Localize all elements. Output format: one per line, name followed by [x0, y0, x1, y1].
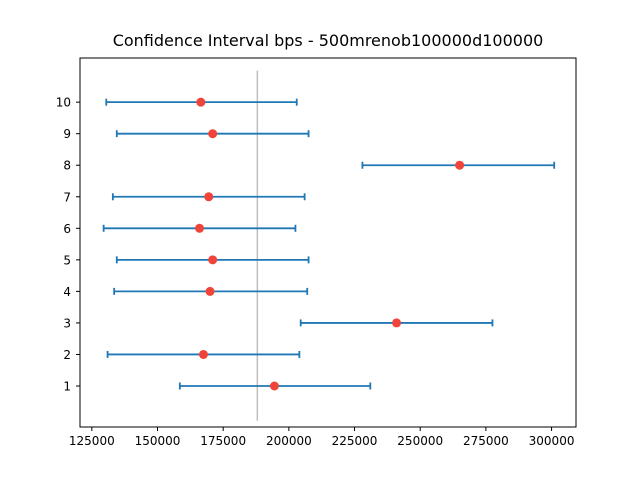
point-marker-9 — [208, 129, 218, 139]
point-marker-8 — [455, 160, 465, 170]
x-tick-label-275000: 275000 — [463, 434, 509, 448]
x-tick-label-125000: 125000 — [69, 434, 115, 448]
y-tick-label-4: 4 — [63, 285, 71, 299]
y-tick-label-9: 9 — [63, 127, 71, 141]
y-tick-label-1: 1 — [63, 380, 71, 394]
y-tick-label-5: 5 — [63, 253, 71, 267]
plot-frame — [79, 57, 577, 428]
y-tick-label-6: 6 — [63, 222, 71, 236]
point-marker-3 — [392, 318, 402, 328]
x-tick-label-250000: 250000 — [397, 434, 443, 448]
point-marker-10 — [196, 97, 206, 107]
x-tick-label-150000: 150000 — [135, 434, 181, 448]
point-marker-2 — [198, 349, 208, 359]
y-tick-label-7: 7 — [63, 190, 71, 204]
point-marker-5 — [208, 255, 218, 265]
point-marker-1 — [269, 381, 279, 391]
x-tick-label-200000: 200000 — [266, 434, 312, 448]
y-tick-label-8: 8 — [63, 159, 71, 173]
y-tick-label-3: 3 — [63, 316, 71, 330]
point-marker-7 — [204, 192, 214, 202]
x-tick-label-300000: 300000 — [529, 434, 575, 448]
x-tick-label-175000: 175000 — [200, 434, 246, 448]
y-tick-label-10: 10 — [56, 96, 71, 110]
point-marker-4 — [205, 286, 215, 296]
point-marker-6 — [195, 223, 205, 233]
chart-title: Confidence Interval bps - 500mrenob10000… — [112, 31, 544, 50]
y-tick-label-2: 2 — [63, 348, 71, 362]
x-tick-label-225000: 225000 — [332, 434, 378, 448]
